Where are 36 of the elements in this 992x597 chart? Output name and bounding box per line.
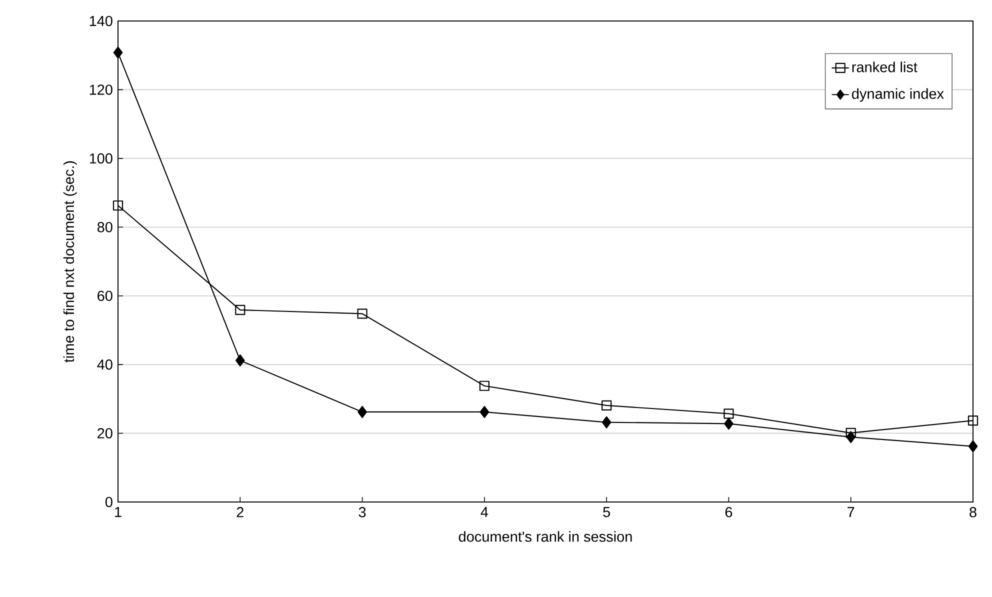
x-tick-label: 1 bbox=[115, 507, 122, 518]
y-axis-title: time to find nxt document (sec.) bbox=[63, 161, 77, 362]
point bbox=[235, 304, 246, 315]
point bbox=[968, 416, 978, 426]
point bbox=[602, 400, 612, 411]
point bbox=[846, 428, 856, 438]
x-axis-title: document's rank in session bbox=[458, 531, 632, 542]
point bbox=[479, 380, 490, 391]
x-tick-label: 6 bbox=[725, 507, 732, 518]
y-tick-label: 80 bbox=[97, 222, 112, 232]
point bbox=[480, 406, 490, 418]
x-tick-label: 7 bbox=[848, 507, 854, 518]
y-tick-label: 100 bbox=[90, 153, 112, 164]
point bbox=[358, 406, 367, 418]
y-tick-label: 140 bbox=[90, 16, 112, 26]
x-tick-label: 5 bbox=[603, 507, 610, 518]
point bbox=[113, 46, 123, 59]
point bbox=[235, 354, 245, 366]
point bbox=[846, 431, 856, 444]
point bbox=[724, 418, 734, 430]
x-tick-label: 8 bbox=[970, 507, 976, 518]
x-tick-label: 4 bbox=[480, 507, 488, 518]
point bbox=[357, 308, 368, 319]
y-tick-label: 60 bbox=[98, 290, 112, 301]
y-tick-label: 40 bbox=[97, 359, 112, 370]
x-tick-label: 2 bbox=[236, 507, 244, 518]
point bbox=[602, 416, 612, 428]
legend-label: ranked list bbox=[852, 62, 918, 72]
point bbox=[724, 408, 734, 419]
y-tick-label: 120 bbox=[90, 84, 112, 95]
y-tick-label: 20 bbox=[98, 428, 112, 438]
point bbox=[968, 440, 978, 452]
x-tick-label: 3 bbox=[358, 507, 366, 518]
point bbox=[112, 200, 124, 211]
legend-label: dynamic index bbox=[852, 88, 944, 102]
y-tick-label: 0 bbox=[105, 496, 112, 508]
